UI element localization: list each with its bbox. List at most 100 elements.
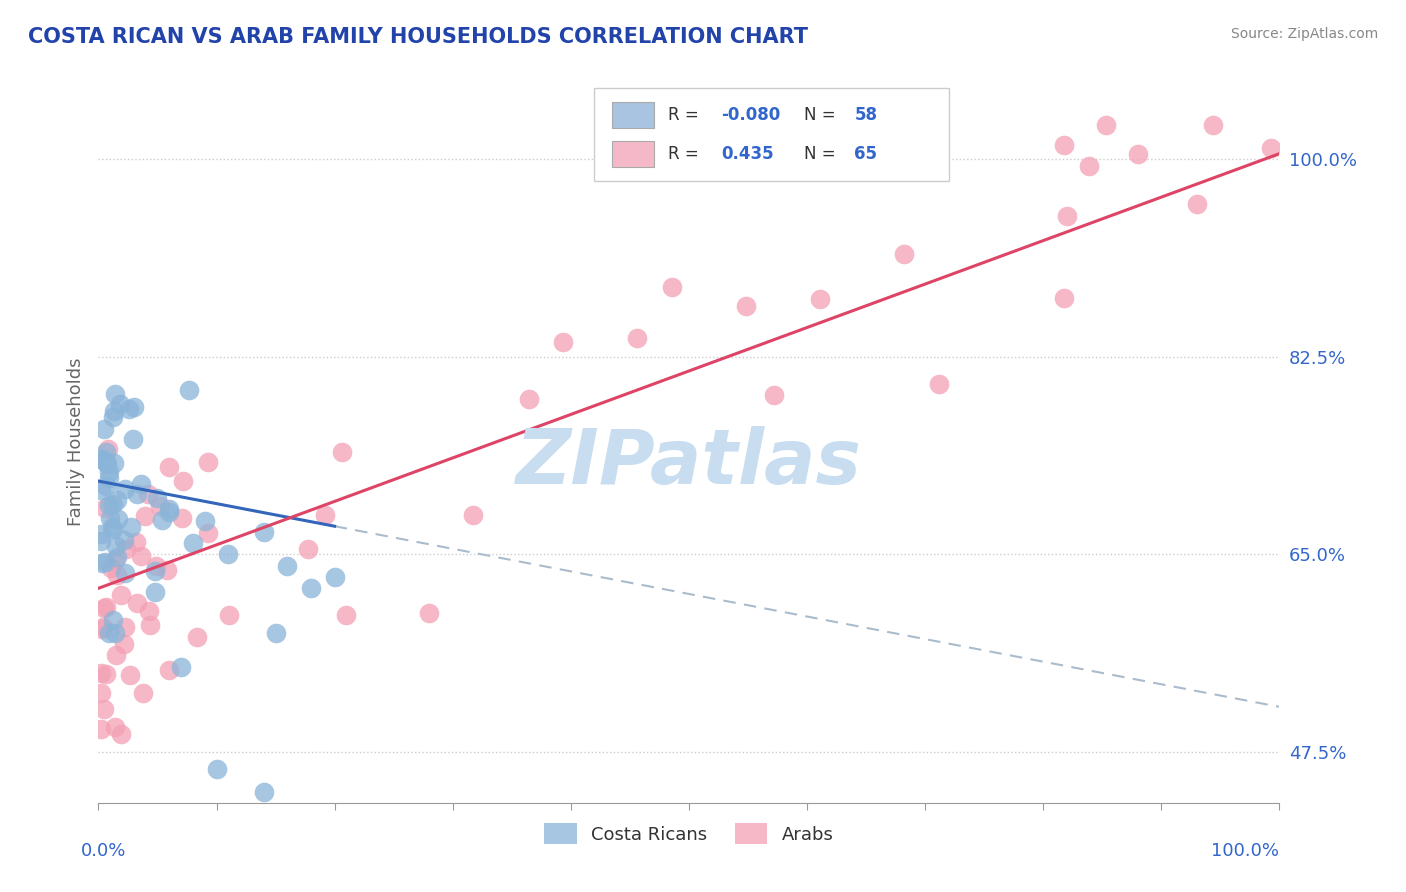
Arabs [418,607,440,621]
Text: R =: R = [668,145,703,163]
Costa Ricans [94,455,117,469]
Costa Ricans [93,452,115,467]
Text: 0.435: 0.435 [721,145,773,163]
Arabs [125,535,148,549]
Costa Ricans [114,482,136,496]
Arabs [105,567,128,582]
Text: Source: ZipAtlas.com: Source: ZipAtlas.com [1230,27,1378,41]
Arabs [132,686,155,700]
Arabs [91,622,114,636]
Costa Ricans [98,471,121,485]
Arabs [104,553,127,567]
Costa Ricans [276,558,298,573]
Arabs [157,459,180,474]
Arabs [156,563,179,577]
Arabs [1185,197,1208,211]
Text: R =: R = [668,106,703,124]
Arabs [763,387,786,401]
Arabs [1053,291,1076,305]
Arabs [297,541,319,556]
Arabs [104,648,127,663]
Costa Ricans [118,402,141,417]
Arabs [157,664,180,678]
Costa Ricans [253,524,276,539]
Costa Ricans [101,519,124,533]
Costa Ricans [97,498,120,512]
Costa Ricans [93,555,115,569]
Costa Ricans [105,493,128,508]
Arabs [330,445,353,459]
Costa Ricans [122,400,145,414]
Arabs [173,474,195,488]
Arabs [112,637,135,651]
Arabs [94,501,117,516]
Text: 0.0%: 0.0% [80,842,127,860]
Costa Ricans [122,432,145,446]
Costa Ricans [98,510,121,524]
Arabs [172,511,194,525]
Text: ZIPatlas: ZIPatlas [516,426,862,500]
Costa Ricans [98,626,121,640]
Arabs [134,508,156,523]
Costa Ricans [105,549,128,564]
FancyBboxPatch shape [612,103,654,128]
Costa Ricans [217,548,239,562]
Arabs [90,722,112,736]
Costa Ricans [170,660,193,674]
Costa Ricans [104,626,127,640]
Costa Ricans [120,520,142,534]
Costa Ricans [114,566,136,580]
Costa Ricans [101,409,124,424]
Arabs [139,618,162,632]
Arabs [1202,119,1225,133]
Arabs [125,596,148,610]
Costa Ricans [90,534,112,549]
Arabs [735,299,758,313]
Arabs [335,608,357,623]
Arabs [93,702,115,716]
Costa Ricans [96,445,118,459]
Arabs [517,392,540,407]
Costa Ricans [103,456,125,470]
Arabs [197,455,219,469]
Arabs [90,665,112,680]
Arabs [463,508,485,522]
Y-axis label: Family Households: Family Households [66,358,84,525]
Arabs [197,525,219,540]
Arabs [808,292,831,306]
Costa Ricans [94,479,117,493]
Costa Ricans [90,452,112,467]
Text: -0.080: -0.080 [721,106,780,124]
Costa Ricans [157,502,180,516]
Arabs [110,588,132,602]
Costa Ricans [299,582,322,596]
Costa Ricans [125,487,148,501]
Arabs [91,620,114,634]
Arabs [103,720,125,734]
Costa Ricans [93,422,115,436]
Costa Ricans [143,585,166,599]
Costa Ricans [150,513,173,527]
Costa Ricans [103,614,125,628]
Arabs [145,559,167,574]
Arabs [97,442,120,457]
Arabs [186,630,208,644]
Arabs [138,604,160,618]
Costa Ricans [146,491,169,505]
Arabs [100,560,122,574]
Text: 100.0%: 100.0% [1212,842,1279,860]
Costa Ricans [194,514,217,528]
Costa Ricans [96,457,118,471]
Arabs [218,607,240,622]
Costa Ricans [177,384,200,398]
Arabs [893,247,915,261]
Costa Ricans [112,533,135,547]
Arabs [90,686,112,700]
Costa Ricans [205,762,228,776]
Costa Ricans [104,540,127,554]
Arabs [314,508,336,523]
Costa Ricans [104,386,127,401]
Legend: Costa Ricans, Arabs: Costa Ricans, Arabs [537,816,841,852]
Arabs [110,727,132,741]
Costa Ricans [101,497,124,511]
